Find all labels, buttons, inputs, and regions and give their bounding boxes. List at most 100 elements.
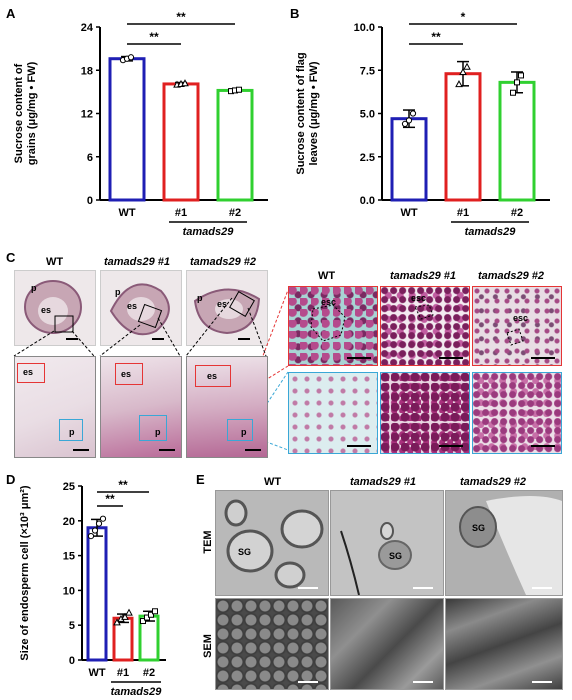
data-point bbox=[401, 120, 409, 127]
data-point bbox=[91, 527, 99, 534]
c-box-es bbox=[17, 363, 45, 383]
e-label-sg: SG bbox=[389, 551, 403, 561]
c-label-p: p bbox=[115, 287, 121, 297]
scale-bar bbox=[66, 338, 78, 340]
scale-bar bbox=[298, 587, 318, 589]
x-tick-label: #1 bbox=[117, 667, 129, 679]
c-box-es bbox=[195, 365, 231, 387]
c-label-esc: esc bbox=[513, 313, 529, 323]
c-label-p: p bbox=[69, 427, 75, 437]
data-point bbox=[127, 54, 135, 61]
data-point bbox=[99, 515, 107, 522]
c-right-header-wt: WT bbox=[318, 270, 336, 282]
bar bbox=[444, 72, 482, 202]
c-label-p: p bbox=[241, 427, 247, 437]
significance-stars: ** bbox=[176, 10, 186, 24]
y-tick-label: 5.0 bbox=[360, 109, 375, 121]
c-p-mut2 bbox=[472, 372, 562, 454]
e-sem-mut1 bbox=[330, 598, 444, 690]
e-header-wt: WT bbox=[264, 476, 282, 488]
scale-bar bbox=[152, 338, 164, 340]
y-tick-label: 10 bbox=[63, 585, 75, 597]
y-tick-label: 6 bbox=[87, 152, 93, 164]
data-point bbox=[514, 79, 520, 86]
scale-bar bbox=[532, 681, 552, 683]
scale-bar bbox=[439, 445, 463, 447]
data-point bbox=[121, 612, 129, 620]
scale-bar bbox=[159, 449, 175, 451]
x-tick-label: #2 bbox=[143, 667, 155, 679]
data-point bbox=[87, 533, 95, 540]
data-point bbox=[463, 62, 471, 70]
y-tick-label: 0.0 bbox=[360, 195, 375, 207]
bar bbox=[108, 57, 146, 202]
c-box-p bbox=[139, 415, 167, 441]
e-label-sg: SG bbox=[472, 523, 486, 533]
scale-bar bbox=[531, 357, 555, 359]
y-tick-label: 5 bbox=[69, 620, 75, 632]
scale-bar bbox=[413, 681, 433, 683]
chart-a: 0 6 12 18 24 WT #1 #2 tamads29 ** ** Sucrose conten… bbox=[13, 10, 268, 238]
c-overview-mut2: p es bbox=[186, 270, 268, 346]
group-label: tamads29 bbox=[465, 226, 517, 238]
panel-d-label: D bbox=[6, 472, 16, 487]
significance-stars: ** bbox=[431, 30, 441, 44]
c-label-esc: esc bbox=[411, 293, 427, 303]
c-overview-mut1: p es bbox=[100, 270, 182, 346]
e-sem-wt bbox=[215, 598, 329, 690]
x-tick-label: #1 bbox=[457, 207, 469, 219]
y-tick-label: 15 bbox=[63, 551, 75, 563]
c-es-mut2: esc bbox=[472, 286, 562, 366]
scale-bar bbox=[73, 449, 89, 451]
c-header-wt: WT bbox=[46, 256, 64, 268]
data-point bbox=[181, 79, 189, 87]
c-label-es: es bbox=[217, 299, 228, 309]
c-box-es bbox=[115, 363, 143, 385]
c-zoom-mut1: es p bbox=[100, 356, 182, 458]
scale-bar bbox=[347, 445, 371, 447]
c-overview-wt: p es bbox=[14, 270, 96, 346]
data-point bbox=[236, 86, 242, 93]
c-es-wt: esc bbox=[288, 286, 378, 366]
c-label-p: p bbox=[155, 427, 161, 437]
c-header-mut2: tamads29 #2 bbox=[190, 256, 257, 268]
e-sem-mut2 bbox=[445, 598, 563, 690]
y-tick-label: 12 bbox=[81, 109, 93, 121]
data-point bbox=[409, 110, 417, 117]
y-axis-label: leaves (μg/mg • FW) bbox=[308, 61, 320, 165]
group-label: tamads29 bbox=[183, 226, 235, 238]
c-label-es: es bbox=[127, 301, 138, 311]
data-point bbox=[95, 520, 103, 527]
significance-stars: ** bbox=[105, 492, 115, 506]
x-tick-label: #2 bbox=[229, 207, 241, 219]
c-label-esc: esc bbox=[321, 297, 337, 307]
panel-e-label: E bbox=[196, 472, 205, 487]
e-tem-wt: SG bbox=[215, 490, 329, 596]
x-tick-label: WT bbox=[88, 667, 105, 679]
y-axis-label: Sucrose content of bbox=[13, 63, 25, 163]
e-tem-mut2: SG bbox=[445, 490, 563, 596]
y-axis-label: Sucrose content of flag bbox=[295, 52, 307, 174]
scale-bar bbox=[413, 587, 433, 589]
c-right-header-mut2: tamads29 #2 bbox=[478, 270, 545, 282]
y-axis-label: Size of endosperm cell (×10³ μm²) bbox=[19, 485, 31, 660]
panel-b-label: B bbox=[290, 6, 300, 21]
y-axis-label: grains (μg/mg • FW) bbox=[26, 61, 38, 165]
y-tick-label: 18 bbox=[81, 65, 93, 77]
chart-d: 0 5 10 15 20 25 WT #1 #2 tamads29 **** Size of endo… bbox=[19, 478, 166, 698]
c-zoom-mut2: es p bbox=[186, 356, 268, 458]
scale-bar bbox=[347, 357, 371, 359]
bar bbox=[216, 88, 254, 202]
c-zoom-wt: es p bbox=[14, 356, 96, 458]
c-label-es: es bbox=[23, 367, 34, 377]
bar bbox=[86, 526, 108, 662]
scale-bar bbox=[531, 445, 555, 447]
x-tick-label: WT bbox=[400, 207, 417, 219]
group-label: tamads29 bbox=[111, 686, 163, 698]
x-tick-label: WT bbox=[118, 207, 135, 219]
e-label-sg: SG bbox=[238, 547, 252, 557]
c-header-mut1: tamads29 #1 bbox=[104, 256, 171, 268]
scale-bar bbox=[298, 681, 318, 683]
data-point bbox=[113, 618, 121, 626]
y-tick-label: 25 bbox=[63, 481, 75, 493]
